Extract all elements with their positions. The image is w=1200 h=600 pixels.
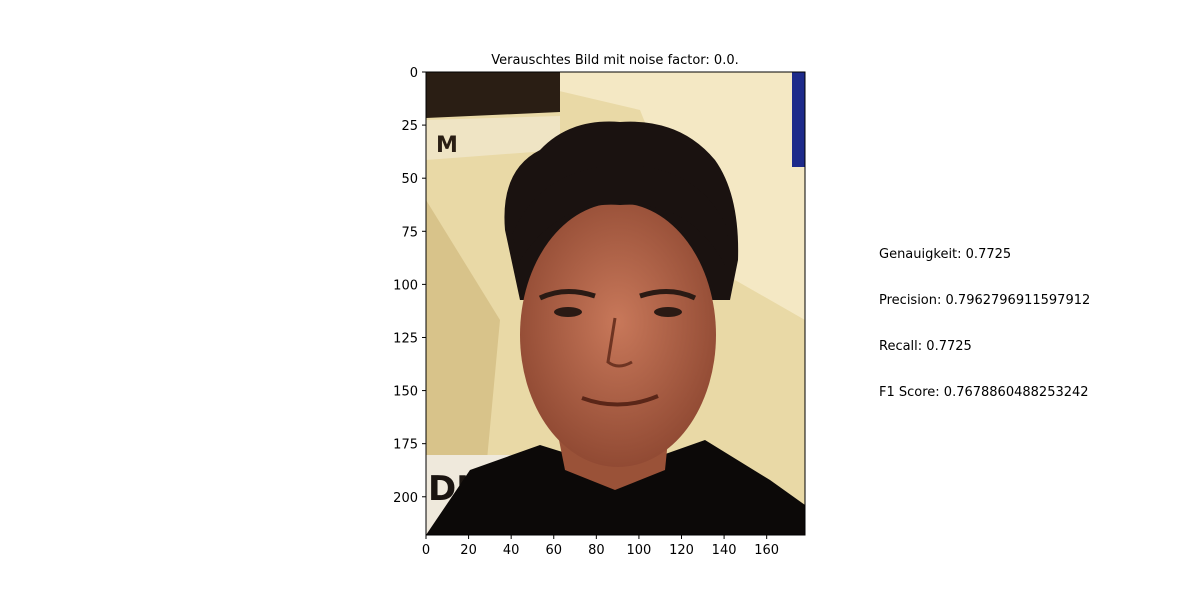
y-tick-label: 75 xyxy=(401,225,418,240)
chart-title: Verauschtes Bild mit noise factor: 0.0. xyxy=(491,53,739,68)
sign-letter: M xyxy=(436,133,458,158)
sign-band xyxy=(426,116,560,160)
nose xyxy=(606,317,633,368)
background-shadow xyxy=(426,200,500,535)
x-tick-label: 60 xyxy=(545,543,562,558)
x-tick-label: 20 xyxy=(460,543,477,558)
mouth xyxy=(581,394,659,407)
recall-metric: Recall: 0.7725 xyxy=(879,339,972,354)
y-tick-label: 0 xyxy=(410,66,418,81)
y-tick-label: 175 xyxy=(393,438,418,453)
accuracy-metric: Genauigkeit: 0.7725 xyxy=(879,247,1012,262)
y-axis: 0 25 50 75 100 125 150 175 200 xyxy=(393,66,426,506)
x-axis: 0 20 40 60 80 100 120 140 160 xyxy=(422,535,779,558)
image-plot: M DIOS xyxy=(426,72,805,535)
face xyxy=(520,203,716,467)
f1-metric: F1 Score: 0.7678860488253242 xyxy=(879,385,1089,400)
y-tick-label: 150 xyxy=(393,385,418,400)
x-tick-label: 160 xyxy=(754,543,779,558)
axes-frame xyxy=(425,71,806,536)
blue-edge xyxy=(792,72,805,167)
right-eye xyxy=(654,307,682,317)
y-tick-label: 200 xyxy=(393,491,418,506)
right-brow xyxy=(639,289,697,301)
left-brow xyxy=(538,289,596,301)
y-tick-label: 125 xyxy=(393,331,418,346)
x-tick-label: 40 xyxy=(503,543,520,558)
precision-metric: Precision: 0.7962796911597912 xyxy=(879,293,1091,308)
hair-front xyxy=(512,165,728,265)
x-tick-label: 0 xyxy=(422,543,430,558)
x-tick-label: 120 xyxy=(669,543,694,558)
x-tick-label: 100 xyxy=(627,543,652,558)
y-tick-label: 50 xyxy=(401,172,418,187)
x-tick-label: 80 xyxy=(588,543,605,558)
left-eye xyxy=(554,307,582,317)
sign-dark-top xyxy=(426,72,560,118)
y-tick-label: 25 xyxy=(401,119,418,134)
x-tick-label: 140 xyxy=(712,543,737,558)
y-tick-label: 100 xyxy=(393,278,418,293)
metrics-panel: Genauigkeit: 0.7725 Precision: 0.7962796… xyxy=(879,246,1090,430)
